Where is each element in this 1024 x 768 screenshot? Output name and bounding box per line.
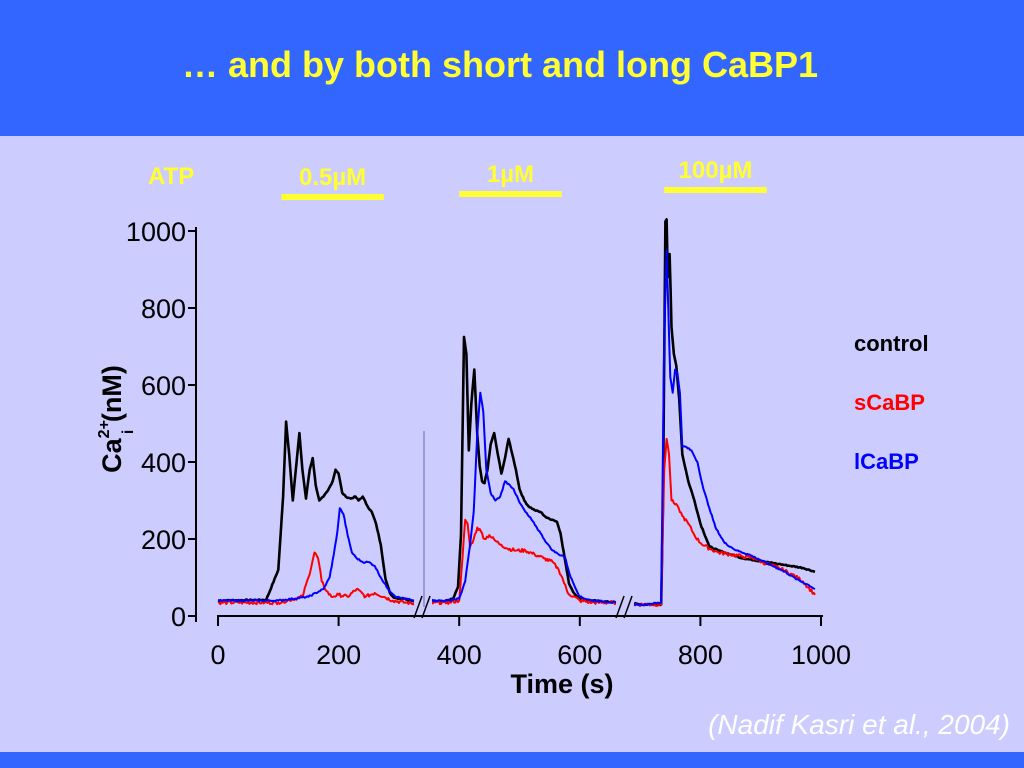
y-axis-title-sub: i [120,430,137,434]
series-line-scabp [217,437,816,608]
x-tick-label: 400 [437,640,482,670]
stimulus-bars: ATP 0.5µM 1µM 100µM [148,157,767,200]
axis-break-mark [413,588,433,620]
stimulus-bar [664,187,767,193]
footer-bar [0,752,1024,768]
citation: (Nadif Kasri et al., 2004) [708,709,1010,740]
y-tick-label: 1000 [126,217,186,247]
x-tick-label: 800 [678,640,723,670]
x-tick-label: 1000 [791,640,851,670]
stimulus-concentration-label: 0.5µM [299,164,366,191]
legend-entry-control: control [854,331,929,356]
stimulus-bar [281,194,384,200]
y-tick-label: 0 [171,602,186,632]
y-axis-title: Ca2+ i (nM) [96,365,137,473]
y-axis-title-sup: 2+ [96,420,113,438]
series-line-control [217,218,816,607]
x-axis-title: Time (s) [510,669,613,699]
axis-break-mark [615,588,635,620]
y-axis-title-unit: (nM) [97,365,127,429]
slide-title: … and by both short and long CaBP1 [181,44,818,85]
y-tick-label: 800 [141,294,186,324]
y-tick-label: 200 [141,525,186,555]
series-traces [217,218,816,620]
legend: control sCaBP lCaBP [854,331,929,474]
series-line-lcabp [217,249,816,607]
stimulus-label-atp: ATP [148,163,194,190]
y-tick-label: 600 [141,371,186,401]
stimulus-bar [459,191,562,197]
x-tick-label: 200 [316,640,361,670]
y-axis-title-main: Ca [97,437,127,472]
y-tick-label: 400 [141,448,186,478]
x-tick-label: 600 [557,640,602,670]
axes: 0 200 400 600 800 1000 0 200 400 600 800 1000 [126,217,851,670]
x-tick-label: 0 [210,640,225,670]
stimulus-concentration-label: 100µM [679,157,753,184]
header-bar [0,0,1024,136]
legend-entry-scabp: sCaBP [854,390,925,415]
stimulus-concentration-label: 1µM [487,161,534,188]
svg-text:Ca2+i (nM): Ca2+ i (nM) [96,365,137,473]
legend-entry-lcabp: lCaBP [854,449,919,474]
